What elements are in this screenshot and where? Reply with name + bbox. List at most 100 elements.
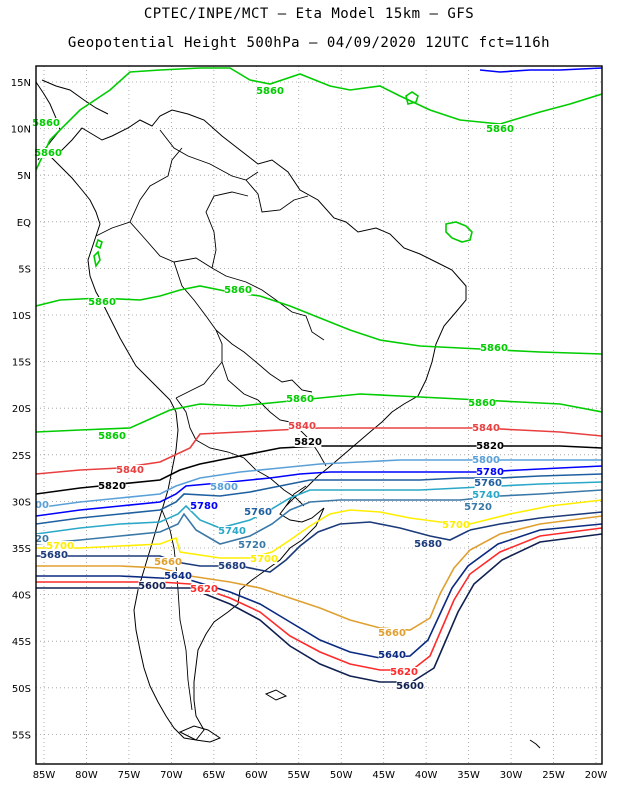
caribbean-coastline [41, 79, 109, 115]
contour-label-bg [486, 124, 514, 134]
lat-label: 15N [11, 78, 31, 89]
contour-label-5740: 5740 [218, 526, 246, 537]
lat-label: EQ [17, 218, 31, 229]
contour-label-bg [224, 285, 252, 295]
contour-label-5840: 5840 [116, 465, 144, 476]
map-frame [35, 65, 603, 765]
contour-label-bg [244, 507, 272, 517]
contour-label-bg [190, 501, 218, 511]
map-title: CPTEC/INPE/MCT – Eta Model 15km – GFS [143, 6, 475, 22]
contour-label-bg [480, 343, 508, 353]
contour-label-5700: 5700 [46, 541, 74, 552]
contour-label-bg [476, 441, 504, 451]
contour-label-5860: 5860 [286, 394, 314, 405]
contour-label-bg [468, 398, 496, 408]
contour-label-5800: 5800 [210, 482, 238, 493]
contour-label-bg [442, 520, 470, 530]
lat-label: 25S [12, 451, 31, 462]
contour-label-bg [238, 540, 266, 550]
contour-label-5780: 5780 [190, 501, 218, 512]
contour-label-bg [472, 455, 500, 465]
contour-label-5700: 5700 [250, 554, 278, 565]
south-america-coastline [51, 109, 467, 741]
lon-label: 50W [330, 770, 353, 781]
contour-label-bg [32, 118, 60, 128]
contour-label-bg [34, 534, 50, 544]
contour-5800 [36, 459, 602, 509]
contour-label-bg [256, 86, 284, 96]
lat-label: 35S [12, 544, 31, 555]
map-subtitle: Geopotential Height 500hPa – 04/09/2020 … [67, 35, 551, 51]
contour-label-5820: 5820 [98, 481, 126, 492]
lat-label: 10N [11, 125, 31, 136]
contour-label-5700: 5700 [442, 520, 470, 531]
contour-label-5660: 5660 [378, 628, 406, 639]
lat-label: 5N [17, 171, 31, 182]
contour-label-5660: 5660 [154, 557, 182, 568]
contour-label-bg [34, 148, 62, 158]
contour-5860-ring-east [445, 221, 473, 243]
contour-label-bg [396, 681, 424, 691]
contour-label-5820: 5820 [476, 441, 504, 452]
tierra-del-fuego [178, 725, 222, 743]
contour-label-bg [378, 628, 406, 638]
contour-label-bg [218, 526, 246, 536]
contour-label-5860: 5860 [486, 124, 514, 135]
lon-label: 20W [585, 770, 608, 781]
contour-label-5800: 5800 [472, 455, 500, 466]
contour-label-5820: 5820 [294, 437, 322, 448]
contour-label-5840: 5840 [472, 423, 500, 434]
lat-label: 40S [12, 591, 31, 602]
lon-label: 70W [160, 770, 183, 781]
contour-label-bg [288, 421, 316, 431]
lon-label: 30W [500, 770, 523, 781]
lon-label: 40W [415, 770, 438, 781]
lon-label: 75W [118, 770, 141, 781]
contour-label-bg [138, 581, 166, 591]
contour-label-5860: 5860 [256, 86, 284, 97]
contour-label-5600: 5600 [396, 681, 424, 692]
contour-label-bg [46, 541, 74, 551]
contour-label-bg [378, 650, 406, 660]
contour-5620 [36, 527, 602, 671]
contour-label-5760: 5760 [244, 507, 272, 518]
lat-label: 10S [12, 311, 31, 322]
contour-5860-mid [36, 285, 602, 355]
contour-label-bg [390, 667, 418, 677]
contour-label-5860: 5860 [32, 118, 60, 129]
latitude-labels: 15N 10N 5N EQ 5S 10S 15S 20S 25S 30S 35S 40S 45S 50S 5… [11, 78, 31, 741]
contour-label-bg [154, 557, 182, 567]
lat-label: 50S [12, 684, 31, 695]
contour-label-bg [88, 297, 116, 307]
contour-5860-north [36, 67, 602, 171]
lat-label: 30S [12, 497, 31, 508]
contour-5860-south [36, 393, 602, 433]
lon-label: 60W [245, 770, 268, 781]
contour-label-bg [98, 431, 126, 441]
contour-label-5620: 5620 [390, 667, 418, 678]
contour-label-5640: 5640 [378, 650, 406, 661]
contour-label-bg [34, 500, 50, 510]
contour-label-bg [218, 561, 246, 571]
contour-label-bg [414, 539, 442, 549]
lon-label: 45W [372, 770, 395, 781]
contour-label-5620: 5620 [190, 584, 218, 595]
contour-label-bg [210, 482, 238, 492]
lat-label: 20S [12, 404, 31, 415]
contour-label-bg [250, 554, 278, 564]
contour-label-5760: 5760 [474, 478, 502, 489]
longitude-labels: 85W 80W 75W 70W 65W 60W 55W 50W 45W 40W 35W 30W 25W 2… [33, 770, 608, 781]
contour-label-bg [294, 437, 322, 447]
contour-label-bg [472, 490, 500, 500]
lon-label: 25W [542, 770, 565, 781]
contour-label-bg [190, 584, 218, 594]
lon-label: 80W [75, 770, 98, 781]
contour-label-bg [98, 481, 126, 491]
contour-label-5860: 5860 [468, 398, 496, 409]
contour-label-5680: 5680 [414, 539, 442, 550]
lon-label: 85W [33, 770, 56, 781]
contour-label-bg [476, 467, 504, 477]
contour-label-5860: 5860 [98, 431, 126, 442]
lat-label: 5S [18, 264, 31, 275]
lat-label: 55S [12, 730, 31, 741]
